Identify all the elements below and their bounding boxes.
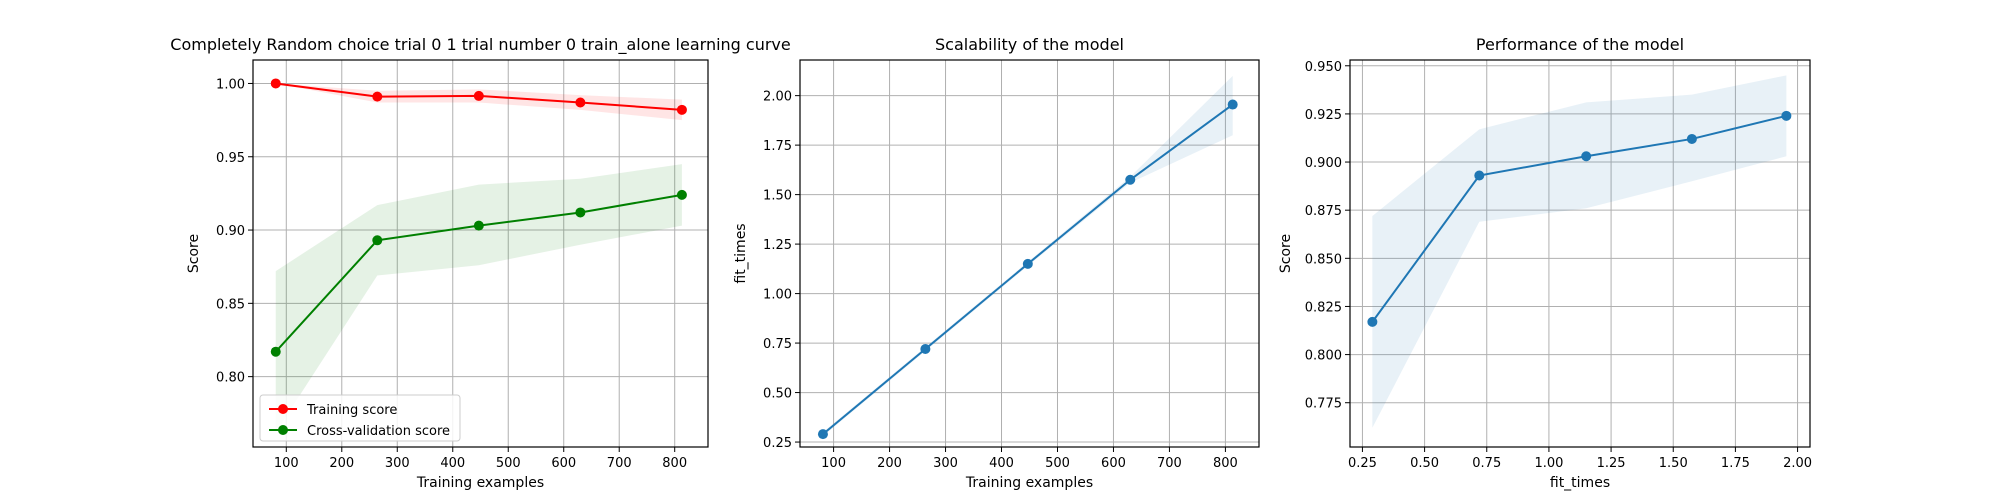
data-point [270,78,281,89]
data-point [372,235,383,246]
x-tick-label: 800 [1213,456,1238,471]
legend-label: Cross-validation score [307,424,450,439]
confidence-band [275,164,682,433]
x-tick-label: 1.25 [1597,456,1626,471]
x-tick-label: 300 [385,456,410,471]
y-tick-label: 0.80 [216,371,245,386]
data-point [1125,174,1136,185]
y-tick-label: 1.25 [763,238,792,253]
x-tick-label: 200 [329,456,354,471]
x-tick-label: 300 [933,456,958,471]
legend: Training score Cross-validation score [259,394,461,442]
legend-item: Cross-validation score [269,424,450,439]
legend-box [259,394,461,442]
y-tick-label: 0.75 [763,337,792,352]
x-tick-label: 400 [440,456,465,471]
y-tick-label: 0.95 [216,151,245,166]
axes-frame [1349,59,1811,448]
y-tick-label: 0.90 [216,224,245,239]
data-point [575,207,586,218]
data-point [676,104,687,115]
x-tick-label: 800 [662,456,687,471]
x-tick-label: 0.50 [1410,456,1439,471]
y-tick-label: 0.85 [216,297,245,312]
legend-label: Training score [306,403,397,418]
x-axis-label: fit_times [1550,475,1610,491]
data-point [473,220,484,231]
legend-item: Training score [269,403,397,418]
y-tick-label: 0.900 [1305,156,1342,171]
plot-area [1367,75,1792,428]
confidence-band [275,83,682,121]
data-point [920,344,931,355]
x-tick-label: 100 [821,456,846,471]
legend-swatch-marker [278,425,288,435]
x-tick-label: 600 [551,456,576,471]
y-tick-label: 0.950 [1305,60,1342,75]
y-tick-label: 0.50 [763,387,792,402]
data-point [817,429,828,440]
y-tick-label: 1.00 [216,77,245,92]
y-tick-label: 0.825 [1305,300,1342,315]
x-tick-label: 400 [989,456,1014,471]
x-tick-label: 700 [1157,456,1182,471]
data-point [1227,99,1238,110]
data-point [1686,133,1697,144]
chart-1: 100 200 300 400 500 600 700 800 0.80 0.85 0.90 0.95… [170,35,790,491]
y-axis-label: Score [186,234,202,273]
y-tick-label: 0.25 [763,436,792,451]
x-tick-label: 100 [274,456,299,471]
data-point [1581,151,1592,162]
data-point [1367,316,1378,327]
y-tick-label: 1.75 [763,139,792,154]
data-point [1474,170,1485,181]
x-tick-label: 500 [496,456,521,471]
chart-title: Scalability of the model [935,35,1124,54]
y-tick-label: 2.00 [763,90,792,105]
confidence-band [1372,75,1787,428]
data-point [270,346,281,357]
data-point [575,97,586,108]
x-tick-label: 700 [607,456,632,471]
chart-title: Performance of the model [1476,35,1684,54]
axes-frame [799,59,1260,448]
x-tick-label: 1.00 [1534,456,1563,471]
x-tick-label: 500 [1045,456,1070,471]
x-tick-label: 2.00 [1783,456,1812,471]
chart-title: Completely Random choice trial 0 1 trial… [170,35,790,55]
x-axis-label: Training examples [965,475,1093,491]
chart-2: 100 200 300 400 500 600 700 800 0.25 0.50 0.75 1.00… [733,35,1260,491]
chart-3: 0.25 0.50 0.75 1.00 1.25 1.50 1.75 2.00 0.775 0.8… [1278,35,1812,491]
y-tick-label: 0.775 [1305,397,1342,412]
data-point [1781,110,1792,121]
x-tick-label: 600 [1101,456,1126,471]
data-point [676,189,687,200]
data-point [372,91,383,102]
x-tick-label: 1.75 [1721,456,1750,471]
plot-area [817,75,1238,440]
legend-swatch-marker [278,404,288,414]
x-tick-label: 0.25 [1348,456,1377,471]
axes-frame [252,59,709,448]
y-tick-label: 0.800 [1305,349,1342,364]
y-tick-label: 0.925 [1305,108,1342,123]
x-tick-label: 0.75 [1472,456,1501,471]
x-tick-label: 200 [877,456,902,471]
y-axis-label: fit_times [733,223,749,283]
data-point [473,90,484,101]
x-axis-label: Training examples [416,475,544,491]
y-tick-label: 0.875 [1305,204,1342,219]
y-tick-label: 0.850 [1305,252,1342,267]
y-tick-label: 1.50 [763,189,792,204]
data-point [1022,258,1033,269]
plot-area [270,78,687,433]
y-axis-label: Score [1278,234,1294,273]
x-tick-label: 1.50 [1659,456,1688,471]
y-tick-label: 1.00 [763,288,792,303]
